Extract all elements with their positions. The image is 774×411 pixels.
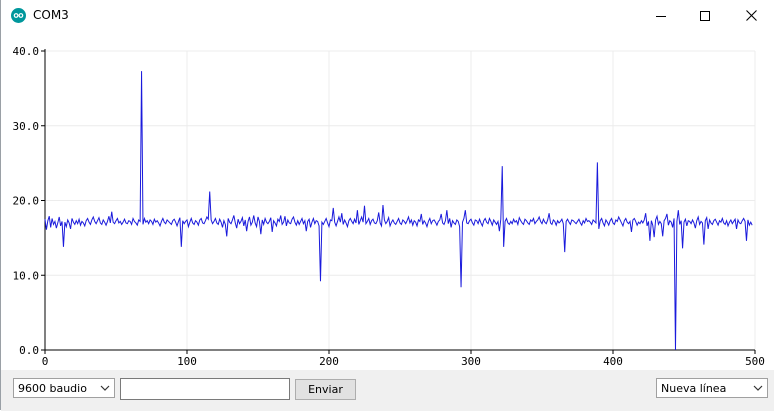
x-axis-ticks: 0 100 200 300 400 500 [42,350,765,368]
window-title: COM3 [33,8,69,22]
y-tick-label: 20.0 [13,195,40,208]
grid-lines [44,50,756,351]
data-series-line [44,71,753,351]
x-tick-label: 0 [42,355,49,368]
line-chart: 0.0 10.0 20.0 30.0 40.0 0 100 200 300 400 500 [13,45,765,368]
y-tick-label: 40.0 [13,45,40,58]
baud-rate-value: 9600 baudio [18,382,87,395]
minimize-button[interactable] [638,0,684,31]
x-tick-label: 100 [177,355,197,368]
x-tick-label: 500 [745,355,765,368]
close-icon [745,10,757,21]
maximize-button[interactable] [682,0,728,31]
send-button[interactable]: Enviar [295,379,356,400]
line-ending-select[interactable]: Nueva línea [656,378,768,398]
y-axis-ticks: 0.0 10.0 20.0 30.0 40.0 [13,45,45,357]
baud-rate-select[interactable]: 9600 baudio [13,378,115,398]
x-tick-label: 400 [603,355,623,368]
plot-area: 0.0 10.0 20.0 30.0 40.0 0 100 200 300 400 500 [1,31,774,370]
y-tick-label: 0.0 [19,344,39,357]
arduino-logo-icon [11,8,26,23]
close-button[interactable] [728,0,774,31]
minimize-icon [656,15,666,17]
bottom-toolbar: 9600 baudio Enviar Nueva línea [1,370,774,411]
maximize-icon [700,10,710,21]
x-tick-label: 200 [319,355,339,368]
y-tick-label: 10.0 [13,269,40,282]
message-input[interactable] [120,378,290,400]
x-tick-label: 300 [461,355,481,368]
axes [44,49,755,351]
line-ending-value: Nueva línea [661,382,727,395]
y-tick-label: 30.0 [13,120,40,133]
chevron-down-icon [753,385,763,391]
title-bar[interactable]: COM3 [1,0,774,31]
chevron-down-icon [100,385,110,391]
